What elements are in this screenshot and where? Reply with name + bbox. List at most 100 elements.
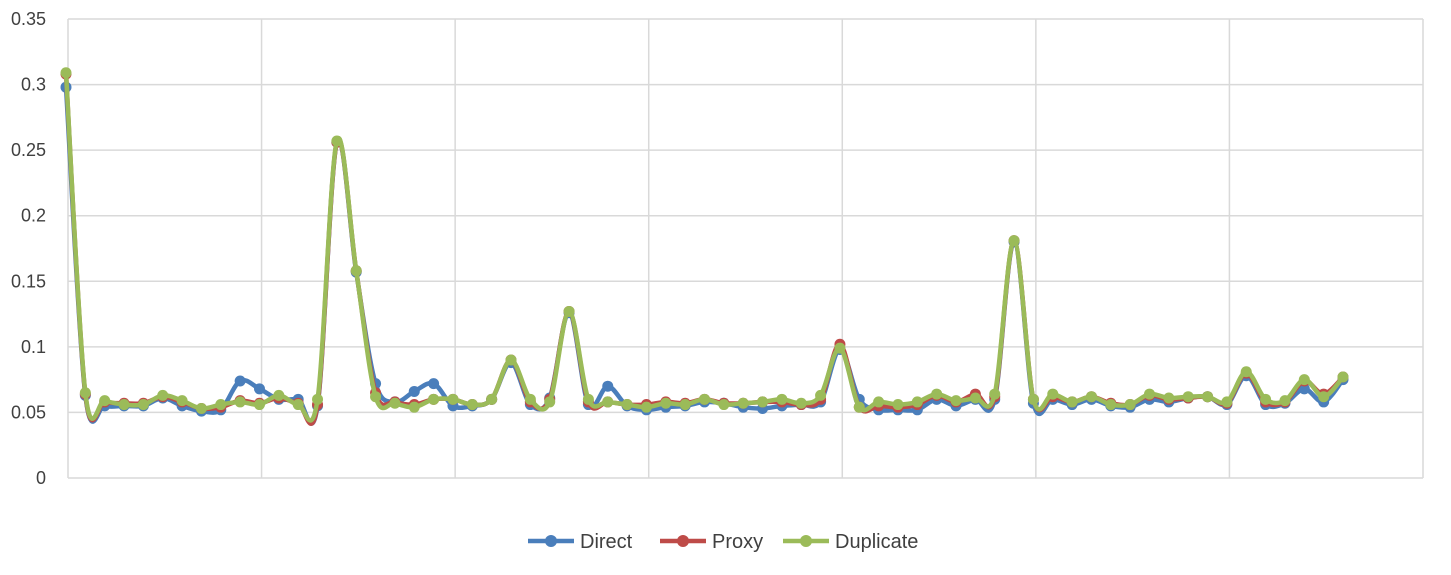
data-point-duplicate	[737, 397, 749, 409]
y-tick-label: 0.1	[21, 337, 46, 357]
data-point-duplicate	[853, 401, 865, 413]
series-proxy	[60, 68, 1349, 426]
data-point-duplicate	[1240, 366, 1252, 378]
data-point-duplicate	[679, 399, 691, 411]
data-point-duplicate	[1027, 393, 1039, 405]
data-point-direct	[602, 380, 614, 392]
data-point-duplicate	[1105, 399, 1117, 411]
data-point-duplicate	[466, 399, 478, 411]
data-point-duplicate	[389, 397, 401, 409]
y-tick-label: 0.2	[21, 206, 46, 226]
series-duplicate	[60, 67, 1349, 423]
data-point-duplicate	[1163, 392, 1175, 404]
data-point-duplicate	[602, 396, 614, 408]
legend-swatch-marker	[545, 535, 557, 547]
data-point-duplicate	[582, 393, 594, 405]
legend-label: Duplicate	[835, 531, 918, 553]
series-line-direct	[63, 84, 1346, 426]
data-point-duplicate	[1008, 235, 1020, 247]
data-point-duplicate	[79, 387, 91, 399]
legend-label: Direct	[580, 531, 633, 553]
data-point-duplicate	[1182, 391, 1194, 403]
data-point-duplicate	[969, 392, 981, 404]
data-point-duplicate	[350, 265, 362, 277]
data-point-duplicate	[1085, 391, 1097, 403]
data-point-duplicate	[757, 396, 769, 408]
data-point-duplicate	[157, 389, 169, 401]
data-point-duplicate	[370, 391, 382, 403]
data-point-duplicate	[1066, 396, 1078, 408]
data-point-duplicate	[640, 401, 652, 413]
data-point-duplicate	[795, 397, 807, 409]
data-point-duplicate	[505, 354, 517, 366]
data-point-duplicate	[176, 395, 188, 407]
data-point-duplicate	[1260, 393, 1272, 405]
y-tick-label: 0.05	[11, 402, 46, 422]
data-point-duplicate	[776, 393, 788, 405]
data-point-duplicate	[950, 395, 962, 407]
data-point-duplicate	[621, 399, 633, 411]
data-point-duplicate	[292, 399, 304, 411]
data-point-duplicate	[118, 399, 130, 411]
data-point-duplicate	[215, 399, 227, 411]
data-point-duplicate	[312, 393, 324, 405]
y-tick-label: 0.35	[11, 9, 46, 29]
data-point-duplicate	[873, 396, 885, 408]
data-point-duplicate	[544, 396, 556, 408]
data-point-direct	[408, 385, 420, 397]
data-point-duplicate	[486, 393, 498, 405]
y-tick-label: 0.15	[11, 271, 46, 291]
series-line-duplicate	[63, 70, 1346, 423]
data-point-duplicate	[1279, 395, 1291, 407]
legend-label: Proxy	[712, 531, 763, 553]
data-point-duplicate	[408, 401, 420, 413]
data-point-duplicate	[931, 388, 943, 400]
data-point-duplicate	[718, 399, 730, 411]
y-tick-label: 0.25	[11, 140, 46, 160]
data-point-duplicate	[99, 395, 111, 407]
data-point-duplicate	[1298, 374, 1310, 386]
legend-swatch-marker	[677, 535, 689, 547]
data-point-direct	[428, 378, 440, 390]
data-point-duplicate	[1047, 388, 1059, 400]
data-point-duplicate	[137, 399, 149, 411]
data-point-duplicate	[699, 393, 710, 405]
data-point-duplicate	[1318, 391, 1330, 403]
data-point-duplicate	[1337, 371, 1349, 383]
data-point-duplicate	[273, 389, 285, 401]
legend-swatch-marker	[800, 535, 812, 547]
data-point-direct	[253, 383, 265, 395]
data-point-duplicate	[60, 67, 72, 79]
series-line-proxy	[63, 71, 1346, 426]
data-point-duplicate	[660, 397, 672, 409]
data-point-duplicate	[447, 393, 459, 405]
data-point-duplicate	[563, 305, 575, 317]
data-point-duplicate	[253, 399, 265, 411]
legend-item-proxy: Proxy	[660, 531, 763, 553]
data-point-duplicate	[1221, 396, 1233, 408]
series	[60, 67, 1349, 426]
data-point-duplicate	[989, 388, 1001, 400]
y-tick-label: 0.3	[21, 75, 46, 95]
data-point-direct	[234, 375, 246, 387]
data-point-duplicate	[1202, 391, 1214, 403]
data-point-duplicate	[1124, 399, 1136, 411]
data-point-duplicate	[892, 399, 904, 411]
y-tick-label: 0	[36, 468, 46, 488]
legend: Direct Proxy Duplicate	[528, 531, 918, 553]
legend-item-duplicate: Duplicate	[783, 531, 918, 553]
data-point-duplicate	[234, 396, 246, 408]
data-point-duplicate	[1144, 388, 1156, 400]
data-point-duplicate	[834, 342, 846, 354]
data-point-duplicate	[428, 393, 440, 405]
data-point-duplicate	[815, 389, 827, 401]
legend-item-direct: Direct	[528, 531, 633, 553]
y-axis-ticks: 0 0.05 0.1 0.15 0.2 0.25 0.3 0.35	[11, 9, 46, 488]
data-point-duplicate	[195, 402, 207, 414]
series-direct	[60, 81, 1349, 426]
data-point-direct	[1298, 383, 1310, 395]
data-point-duplicate	[911, 396, 923, 408]
data-point-duplicate	[524, 393, 536, 405]
